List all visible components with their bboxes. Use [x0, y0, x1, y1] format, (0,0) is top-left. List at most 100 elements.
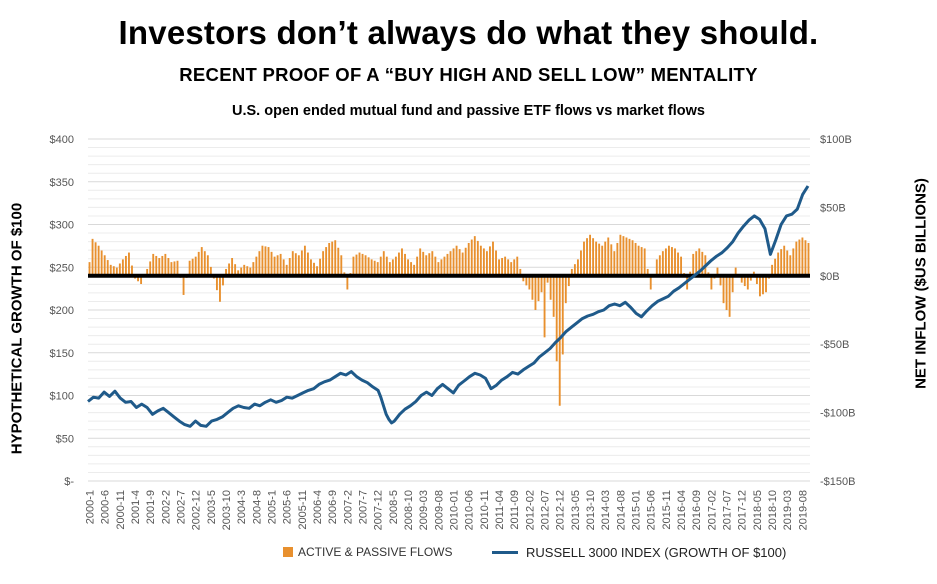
- flow-bar: [282, 259, 285, 276]
- flow-bar: [731, 275, 734, 293]
- x-tick-label: 2007-12: [373, 490, 385, 530]
- flow-bar: [258, 251, 261, 276]
- flow-bar: [595, 241, 598, 276]
- flow-bar: [516, 256, 519, 276]
- flow-bar: [115, 267, 118, 276]
- flow-bar: [352, 256, 355, 276]
- flow-bar: [765, 275, 767, 293]
- flow-bar: [549, 275, 552, 300]
- flow-bar: [337, 247, 340, 276]
- flow-bar: [467, 242, 470, 276]
- flow-bar: [637, 245, 640, 276]
- right-tick-label: $0B: [820, 271, 840, 283]
- flow-bar: [795, 241, 798, 276]
- flow-bar: [504, 256, 507, 276]
- flow-bar: [128, 252, 130, 276]
- flow-bar: [161, 255, 164, 276]
- left-axis-ticks: $- $50 $100 $150 $200 $250 $300 $350 $400: [50, 134, 75, 488]
- flow-bar: [589, 234, 592, 276]
- x-tick-label: 2012-02: [524, 490, 536, 530]
- flow-bar: [103, 255, 106, 276]
- flow-bar: [188, 260, 191, 276]
- x-tick-label: 2000-1: [85, 490, 97, 524]
- flow-bar: [649, 275, 652, 290]
- flow-bar: [455, 245, 458, 276]
- flow-bar: [452, 248, 455, 276]
- flow-bar: [543, 275, 546, 338]
- x-tick-label: 2014-03: [600, 490, 612, 530]
- flow-bar: [485, 251, 488, 276]
- flow-bar: [300, 250, 303, 276]
- flow-bar: [586, 238, 588, 276]
- x-tick-label: 2000-6: [100, 490, 112, 524]
- flow-bar: [170, 262, 173, 276]
- flow-bar: [625, 237, 628, 276]
- flow-bar: [267, 247, 270, 276]
- flow-bar: [674, 248, 676, 276]
- flow-bar: [570, 268, 573, 276]
- right-tick-label: -$150B: [820, 476, 855, 488]
- right-tick-label: $100B: [820, 134, 852, 146]
- flow-bar: [525, 275, 528, 286]
- x-tick-label: 2017-02: [706, 490, 718, 530]
- flow-bar: [710, 275, 713, 290]
- flow-bar: [470, 239, 473, 276]
- x-tick-label: 2005-11: [297, 490, 309, 530]
- flow-bar: [728, 275, 731, 317]
- x-tick-label: 2011-04: [494, 490, 506, 530]
- flow-bar: [722, 275, 725, 304]
- flow-bar: [619, 234, 622, 276]
- flow-bar: [610, 244, 613, 276]
- flow-bar: [404, 253, 406, 276]
- x-tick-label: 2010-01: [449, 490, 461, 530]
- left-tick-label: $150: [50, 348, 74, 360]
- x-tick-label: 2015-11: [661, 490, 673, 530]
- flow-bar: [391, 259, 394, 276]
- flow-bar: [667, 245, 670, 276]
- flow-bar: [746, 275, 749, 290]
- flow-bar: [219, 275, 221, 302]
- flow-bar: [473, 236, 476, 276]
- flow-bar: [310, 259, 312, 276]
- flow-bar: [303, 245, 306, 276]
- flow-bar: [313, 262, 315, 276]
- flow-bar: [807, 242, 810, 276]
- x-tick-label: 2016-04: [676, 490, 688, 530]
- flow-bar: [540, 275, 543, 293]
- flow-bar: [270, 251, 273, 276]
- flow-bar: [370, 259, 373, 276]
- flow-bar: [534, 275, 537, 310]
- flow-bar: [537, 275, 540, 302]
- flow-bar: [631, 240, 634, 276]
- flow-bar: [206, 255, 209, 276]
- left-tick-label: $50: [56, 433, 74, 445]
- flow-bar: [191, 258, 194, 276]
- flow-bar: [489, 246, 491, 276]
- flow-bar: [100, 250, 103, 276]
- flow-bar: [680, 256, 683, 276]
- left-tick-label: $400: [50, 134, 74, 146]
- flow-bar: [567, 275, 570, 287]
- flow-bar: [276, 255, 279, 276]
- flow-bar: [364, 255, 367, 276]
- legend-item-index: RUSSELL 3000 INDEX (GROWTH OF $100): [492, 545, 786, 560]
- flow-bar: [464, 247, 467, 276]
- x-tick-label: 2006-4: [312, 490, 324, 524]
- flow-bar: [661, 251, 664, 276]
- x-tick-label: 2019-08: [797, 490, 809, 530]
- flow-bar: [231, 258, 234, 276]
- flow-bar: [109, 264, 112, 276]
- flow-bar: [91, 238, 94, 276]
- x-tick-label: 2015-01: [631, 490, 643, 530]
- left-tick-label: $-: [64, 476, 74, 488]
- flow-bar: [331, 241, 334, 276]
- flow-bar: [434, 256, 437, 276]
- flow-bar: [355, 254, 358, 276]
- x-tick-label: 2015-06: [646, 490, 658, 530]
- flow-bar: [643, 248, 646, 276]
- flow-bar: [222, 275, 224, 286]
- flow-bar: [613, 251, 616, 276]
- flow-bar: [789, 255, 792, 276]
- x-tick-label: 2001-9: [145, 490, 157, 524]
- flow-bar: [200, 247, 203, 276]
